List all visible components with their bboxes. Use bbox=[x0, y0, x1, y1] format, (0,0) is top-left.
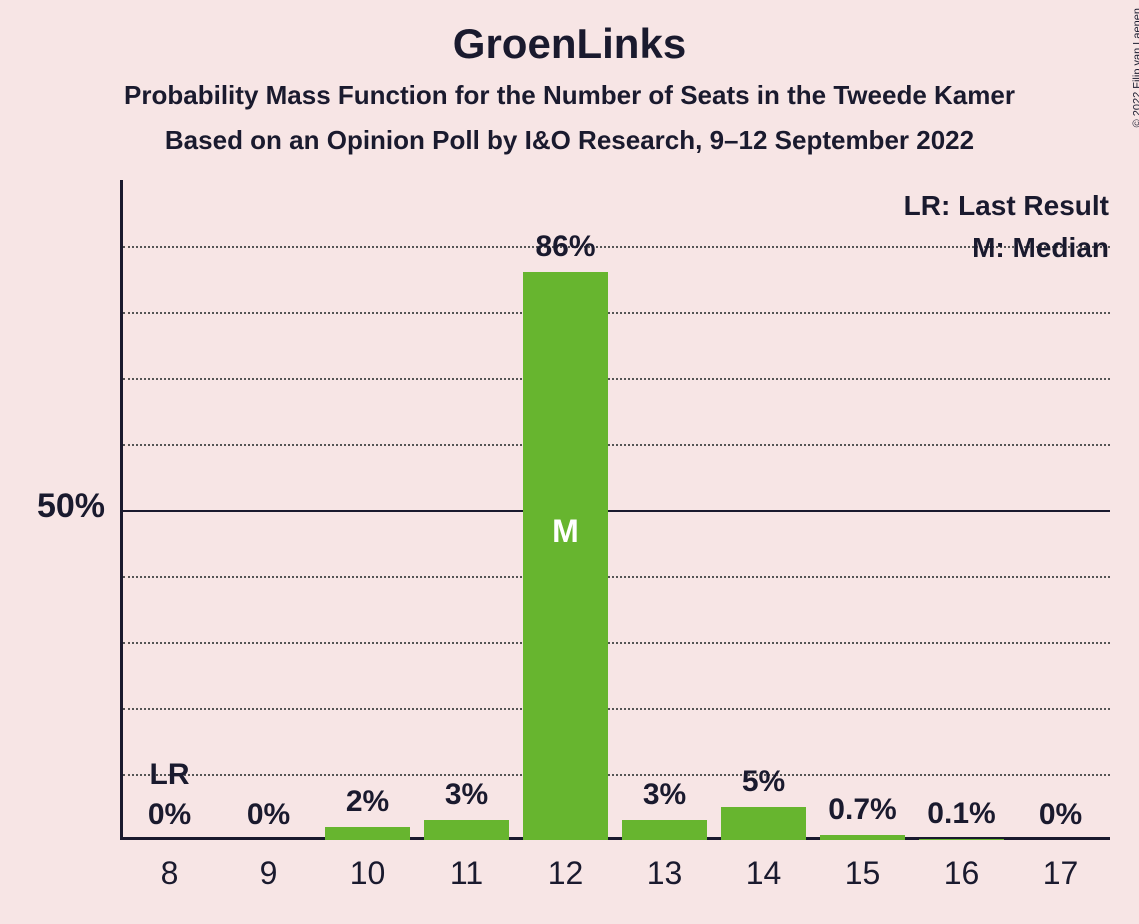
x-tick-label: 11 bbox=[450, 855, 483, 892]
x-tick-label: 15 bbox=[845, 855, 881, 892]
chart-subtitle-2: Based on an Opinion Poll by I&O Research… bbox=[0, 125, 1139, 156]
x-tick-label: 14 bbox=[746, 855, 782, 892]
y-axis-label-50: 50% bbox=[37, 487, 105, 526]
bar bbox=[721, 807, 805, 840]
chart-title: GroenLinks bbox=[0, 20, 1139, 68]
bar bbox=[820, 835, 904, 840]
bar-value-label: 0% bbox=[1039, 798, 1082, 832]
copyright-text: © 2022 Filip van Laenen bbox=[1131, 8, 1139, 127]
grid-line bbox=[123, 378, 1110, 380]
bar-value-label: 0.7% bbox=[828, 793, 896, 827]
x-tick-label: 10 bbox=[350, 855, 386, 892]
bar bbox=[424, 820, 508, 840]
grid-line bbox=[123, 642, 1110, 644]
x-tick-label: 16 bbox=[944, 855, 980, 892]
bar bbox=[523, 272, 607, 840]
bar-value-label: 3% bbox=[445, 778, 488, 812]
bar-value-label: 0% bbox=[148, 798, 191, 832]
x-tick-label: 17 bbox=[1043, 855, 1079, 892]
bar-value-label: 2% bbox=[346, 785, 389, 819]
bar bbox=[919, 839, 1003, 840]
grid-line bbox=[123, 444, 1110, 446]
x-tick-label: 8 bbox=[161, 855, 179, 892]
grid-line bbox=[123, 576, 1110, 578]
chart-subtitle-1: Probability Mass Function for the Number… bbox=[0, 80, 1139, 111]
bar-value-label: 3% bbox=[643, 778, 686, 812]
legend-median: M: Median bbox=[972, 232, 1109, 264]
x-tick-label: 13 bbox=[647, 855, 683, 892]
bar-value-label: 86% bbox=[535, 230, 595, 264]
bar-value-label: 0.1% bbox=[927, 797, 995, 831]
lr-marker: LR bbox=[150, 758, 190, 792]
chart-plot-area: 0% LR 0% 2% 3% 86% M 3% 5% 0.7% 0.1% 0% bbox=[120, 180, 1110, 840]
grid-line bbox=[123, 510, 1110, 512]
x-tick-label: 12 bbox=[548, 855, 584, 892]
x-tick-label: 9 bbox=[260, 855, 278, 892]
grid-line bbox=[123, 246, 1110, 248]
bar-value-label: 0% bbox=[247, 798, 290, 832]
grid-line bbox=[123, 708, 1110, 710]
grid-line bbox=[123, 774, 1110, 776]
bar-value-label: 5% bbox=[742, 765, 785, 799]
legend-lr: LR: Last Result bbox=[904, 190, 1109, 222]
median-marker: M bbox=[552, 513, 579, 550]
bar bbox=[622, 820, 706, 840]
bar bbox=[325, 827, 409, 840]
grid-line bbox=[123, 312, 1110, 314]
